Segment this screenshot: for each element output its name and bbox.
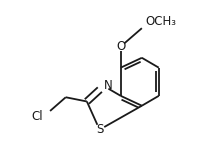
Text: OCH₃: OCH₃ (145, 15, 176, 28)
Text: N: N (104, 79, 112, 92)
Text: O: O (116, 40, 125, 53)
Text: S: S (96, 123, 103, 136)
Text: Cl: Cl (32, 111, 43, 123)
